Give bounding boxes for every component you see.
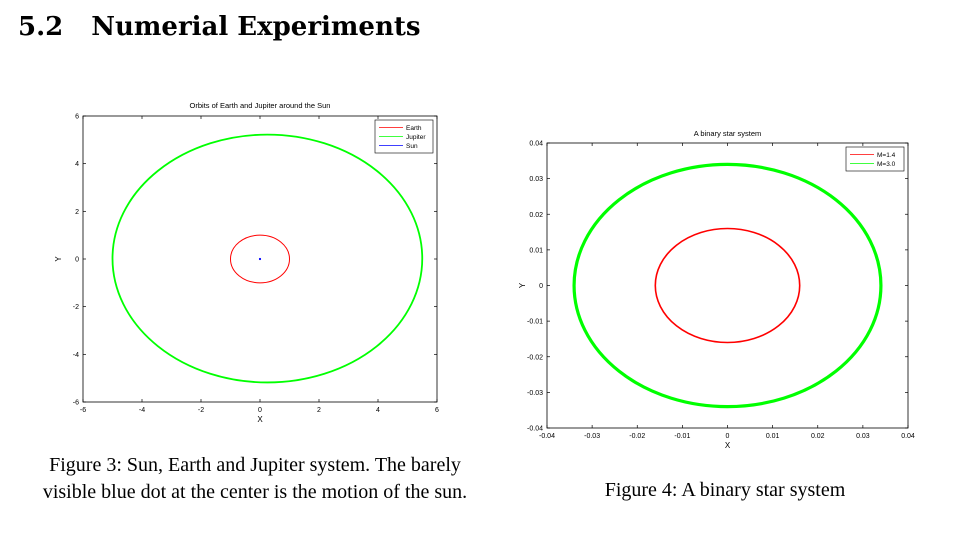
y-tick-label: -0.01 <box>527 319 543 326</box>
y-axis-label: Y <box>518 282 527 288</box>
y-tick-label: 6 <box>75 114 79 121</box>
y-tick-label: -6 <box>73 400 79 407</box>
series-sun-orbit <box>258 257 262 261</box>
section-heading: 5.2 Numerial Experiments <box>18 12 421 42</box>
x-tick-label: -4 <box>139 407 145 414</box>
x-tick-label: 0.02 <box>811 433 825 440</box>
legend-box <box>845 146 905 172</box>
series-jupiter-orbit <box>111 133 424 384</box>
x-tick-label: -0.01 <box>674 433 690 440</box>
x-tick-label: 6 <box>435 407 439 414</box>
section-title: Numerial Experiments <box>91 12 421 42</box>
y-tick-label: 0.04 <box>529 141 543 148</box>
y-tick-label: 0.01 <box>529 247 543 254</box>
chart-title: Orbits of Earth and Jupiter around the S… <box>190 101 331 110</box>
legend-label-m-1-4: M=1.4 <box>877 152 896 159</box>
y-tick-label: 0 <box>539 283 543 290</box>
y-tick-label: 4 <box>75 161 79 168</box>
y-tick-label: -4 <box>73 352 79 359</box>
x-tick-label: 0 <box>258 407 262 414</box>
x-tick-label: -2 <box>198 407 204 414</box>
y-tick-label: -0.04 <box>527 426 543 433</box>
y-tick-label: -0.02 <box>527 354 543 361</box>
x-tick-label: 0.01 <box>766 433 780 440</box>
y-tick-label: 0.02 <box>529 212 543 219</box>
y-tick-label: -0.03 <box>527 390 543 397</box>
x-axis-label: X <box>257 415 263 424</box>
y-tick-label: 0.03 <box>529 176 543 183</box>
y-tick-label: 0 <box>75 257 79 264</box>
legend-label-sun: Sun <box>406 143 418 150</box>
x-tick-label: -6 <box>80 407 86 414</box>
legend-label-jupiter: Jupiter <box>406 134 426 141</box>
x-tick-label: 0.04 <box>901 433 915 440</box>
series-m-3-0-orbit <box>572 162 883 409</box>
chart-title: A binary star system <box>694 129 762 138</box>
legend-label-earth: Earth <box>406 125 422 132</box>
y-axis-label: Y <box>54 256 63 262</box>
x-tick-label: -0.04 <box>539 433 555 440</box>
x-axis-label: X <box>725 441 731 450</box>
figure-4-caption: Figure 4: A binary star system <box>604 479 846 501</box>
x-tick-label: 0 <box>726 433 730 440</box>
section-number: 5.2 <box>18 12 64 42</box>
plot-area <box>546 142 909 429</box>
legend-label-m-3-0: M=3.0 <box>877 161 896 168</box>
x-tick-label: -0.03 <box>584 433 600 440</box>
x-tick-label: 2 <box>317 407 321 414</box>
y-tick-label: -2 <box>73 304 79 311</box>
plot-area <box>82 115 438 403</box>
x-tick-label: 0.03 <box>856 433 870 440</box>
series-m-1-4-orbit <box>654 227 801 344</box>
series-earth-orbit <box>230 234 290 284</box>
x-tick-label: -0.02 <box>629 433 645 440</box>
figure-3-caption: Figure 3: Sun, Earth and Jupiter system.… <box>42 454 468 503</box>
y-tick-label: 2 <box>75 209 79 216</box>
x-tick-label: 4 <box>376 407 380 414</box>
